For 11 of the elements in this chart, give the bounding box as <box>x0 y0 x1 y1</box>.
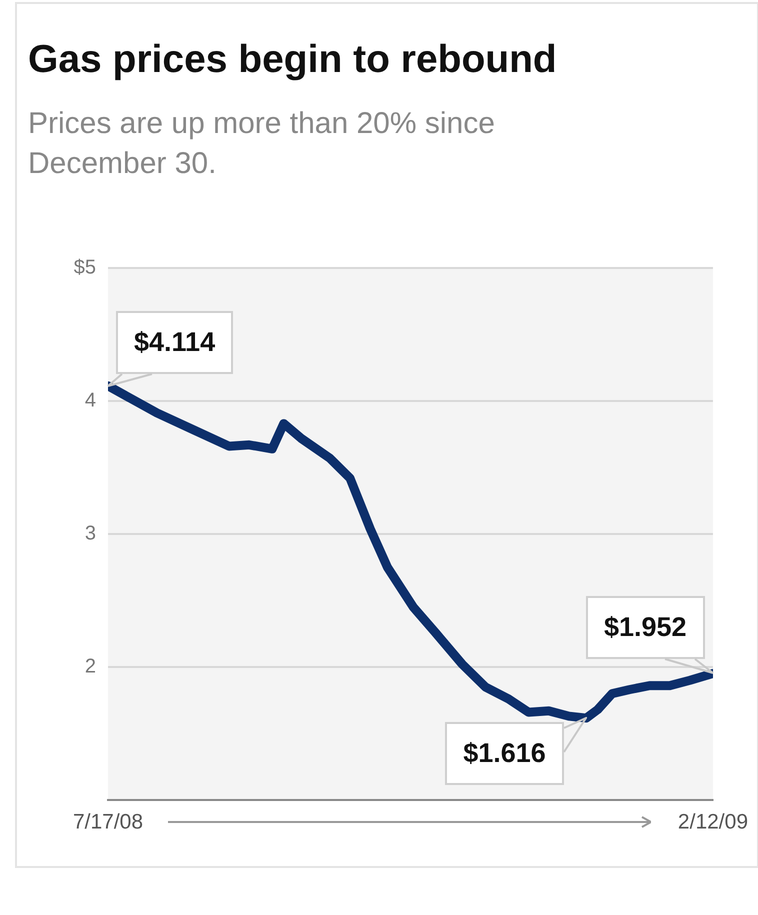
data-label: $1.952 <box>586 596 705 660</box>
data-label: $4.114 <box>116 310 234 374</box>
y-tick-label: $5 <box>74 256 96 279</box>
y-tick-label: 3 <box>84 522 96 545</box>
data-label: $1.616 <box>445 722 564 786</box>
x-tick-label: 2/12/09 <box>678 810 748 834</box>
chart-title: Gas prices begin to rebound <box>28 38 557 82</box>
chart-subtitle: Prices are up more than 20% since December 30. <box>28 106 496 182</box>
y-tick-label: 2 <box>84 656 96 678</box>
y-tick-label: 4 <box>84 390 96 412</box>
x-tick-label: 7/17/08 <box>72 810 144 834</box>
